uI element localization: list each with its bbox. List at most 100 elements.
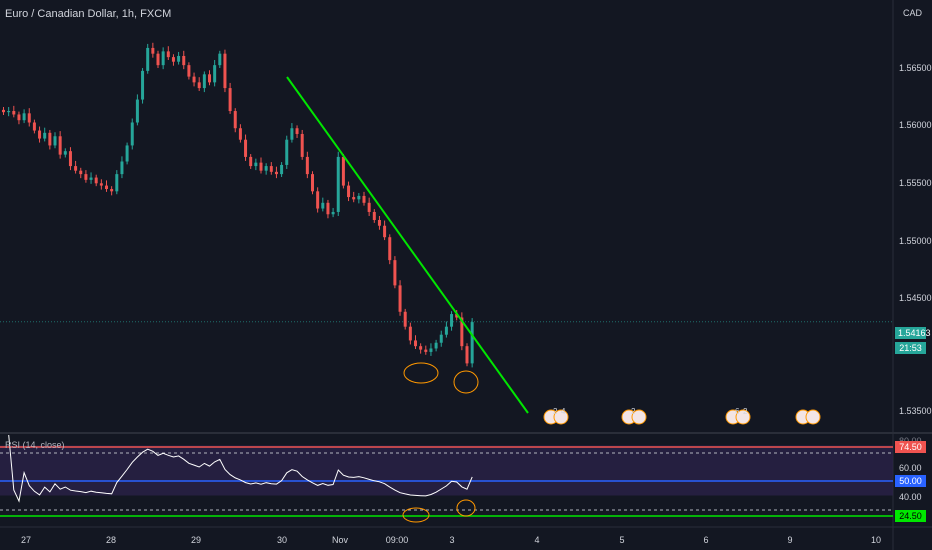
candle-body [316,191,320,209]
price-tick: 1.56500 [899,63,932,73]
candle-body [228,88,232,112]
candle-body [388,237,392,261]
candle-body [347,185,351,198]
candle-body [414,340,417,347]
candle-body [455,314,459,318]
candle-body [465,346,469,364]
time-tick: 09:00 [385,535,409,545]
candle-body [197,82,201,89]
candle-body [17,114,21,121]
candle-body [208,74,211,83]
rsi-divergence-ellipse-1 [402,507,430,523]
candle-body [233,111,237,129]
candle-body [383,225,387,238]
candle-body [244,139,248,157]
candle-body [223,53,227,89]
candle-body [280,164,284,175]
candle-body [336,156,340,212]
rsi-lower-band-badge: 24.50 [895,510,926,522]
candle-body [357,195,361,200]
rsi-middle-band-badge: 50.00 [895,475,926,487]
candle-body [295,128,299,134]
candle-body [403,311,407,327]
candle-body [146,47,150,71]
candle-body [444,326,448,335]
event-count: 2 [631,407,636,416]
time-tick: 6 [703,535,709,545]
economic-event-icon [735,409,751,425]
candle-body [125,145,129,162]
event-count: 6 [735,407,740,416]
candle-body [22,113,26,121]
candle-body [79,170,83,175]
candle-body [12,111,16,115]
current-price-badge: 1.54163 [895,327,931,339]
price-tick: 1.54500 [899,293,932,303]
event-count: 2 [743,407,748,416]
time-tick: 9 [787,535,793,545]
candle-body [171,57,175,62]
price-tick: 1.55500 [899,178,932,188]
price-tick: 1.56000 [899,120,932,130]
candle-body [156,53,160,66]
candle-body [372,211,376,220]
candle-body [274,171,278,175]
time-tick: 30 [276,535,288,545]
candle-body [192,76,196,83]
candle-body [419,346,423,350]
price-tick: 1.53500 [899,406,932,416]
candle-body [89,177,93,180]
candle-body [290,128,294,140]
candle-body [94,177,98,184]
time-tick: 4 [534,535,540,545]
candle-body [48,132,52,146]
candle-body [285,139,289,165]
rsi-divergence-ellipse-2 [456,499,476,517]
resistance-trendline [286,76,529,414]
currency-label: CAD [903,8,923,18]
candle-body [424,349,428,352]
candle-body [434,342,438,349]
candle-body [63,151,67,155]
rsi-band-fill [0,445,893,496]
candle-body [439,334,443,343]
price-tick: 1.55000 [899,236,932,246]
candle-body [32,122,36,131]
candle-body [166,51,170,58]
candle-body [305,156,309,175]
candle-body [249,156,253,167]
candle-body [38,130,42,139]
candle-body [429,348,433,352]
time-tick: 27 [20,535,32,545]
candle-body [53,136,57,146]
candle-body [300,133,304,157]
candle-body [202,74,206,89]
candle-body [352,197,356,200]
candle-body [120,161,124,175]
candle-body [331,211,335,215]
candle-body [218,53,222,66]
candle-body [135,99,139,123]
chart-title: Euro / Canadian Dollar, 1h, FXCM [5,8,172,20]
candle-body [393,260,397,286]
candle-body [58,136,62,155]
candle-body [254,162,258,167]
candle-body [238,128,242,140]
candle-body [187,65,191,77]
candle-body [43,132,47,139]
candle-body [130,122,134,146]
candle-body [311,174,314,192]
candle-body [27,113,31,123]
event-count: 4 [561,407,566,416]
candle-body [141,70,145,100]
time-tick: 10 [870,535,882,545]
bar-countdown-badge: 21:53 [895,342,926,354]
economic-event-icon [631,409,647,425]
candle-body [321,202,325,209]
rsi-indicator-label[interactable]: RSI (14, close) [5,440,65,450]
candle-body [74,166,78,171]
swing-low-ellipse-2 [453,370,479,394]
candle-body [161,51,165,66]
candle-body [269,166,273,172]
